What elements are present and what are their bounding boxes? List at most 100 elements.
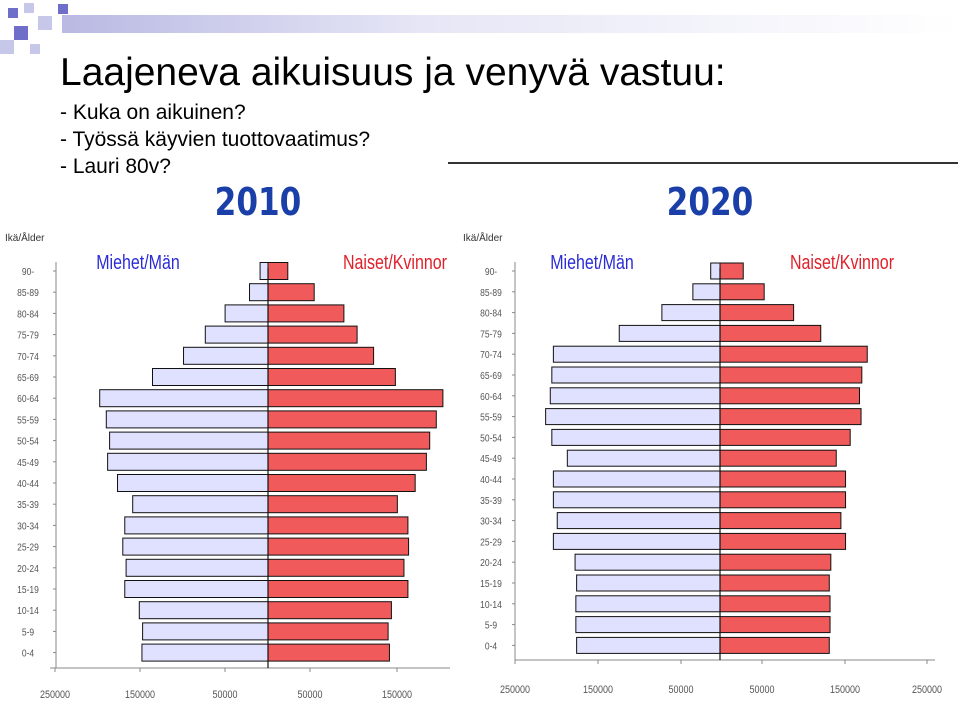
male-bar (551, 366, 721, 384)
age-axis-label: Ikä/Ålder (463, 231, 503, 244)
age-tick-label: 15-19 (480, 578, 502, 589)
age-tick-label: 40-44 (480, 474, 502, 485)
male-bar (545, 408, 721, 426)
header-rule (62, 15, 960, 33)
age-tick-label: 90- (22, 266, 34, 277)
female-bar (719, 283, 765, 301)
male-bar (122, 537, 269, 556)
corner-square (8, 8, 18, 18)
female-bar (267, 368, 396, 386)
value-tick-label: 50000 (668, 684, 693, 696)
male-series-label: Miehet/Män (96, 251, 180, 273)
male-bar (204, 325, 269, 344)
value-tick-label: 50000 (297, 689, 322, 701)
corner-square (14, 26, 28, 40)
age-tick-label: 35-39 (17, 500, 39, 511)
male-bar (575, 616, 721, 634)
female-bar (267, 495, 398, 514)
age-tick-label: 50-54 (480, 433, 502, 444)
female-bar (267, 346, 375, 365)
male-bar (107, 452, 269, 471)
female-series-label: Naiset/Kvinnor (790, 251, 894, 273)
corner-square (30, 44, 40, 54)
male-bar (552, 491, 721, 509)
female-bar (719, 470, 847, 488)
female-bar (719, 636, 830, 654)
age-tick-label: 0-4 (22, 648, 34, 659)
age-tick-label: 20-24 (17, 563, 39, 574)
age-tick-label: 85-89 (480, 287, 502, 298)
female-bar (267, 643, 390, 662)
age-tick-label: 10-14 (17, 606, 39, 617)
bullet-item: - Lauri 80v? (60, 155, 171, 178)
value-tick-label: 50000 (749, 684, 774, 696)
male-bar (249, 283, 269, 302)
female-bar (267, 325, 358, 344)
age-tick-label: 45-49 (17, 457, 39, 468)
corner-square (38, 16, 52, 30)
chart-title: 2010 (215, 181, 302, 225)
age-tick-label: 30-34 (480, 516, 502, 527)
female-bar (719, 428, 851, 446)
male-bar (99, 389, 269, 408)
slide-title: Laajeneva aikuisuus ja venyvä vastuu: (60, 51, 726, 94)
female-bar (719, 366, 863, 384)
male-bar (574, 553, 721, 571)
female-bar (719, 304, 795, 322)
age-tick-label: 80-84 (17, 309, 39, 320)
bullet-item: - Kuka on aikuinen? (60, 101, 246, 124)
female-bar (267, 516, 409, 535)
male-bar (710, 262, 721, 280)
male-bar (224, 304, 269, 323)
male-bar (132, 495, 269, 514)
male-bar (552, 470, 721, 488)
male-bar (551, 428, 721, 446)
age-tick-label: 0-4 (485, 641, 497, 652)
male-bar (576, 574, 721, 592)
bullet-item: - Työssä käyvien tuottovaatimus? (60, 128, 371, 151)
female-bar (267, 262, 289, 280)
male-bar (618, 324, 721, 342)
female-bar (719, 324, 822, 342)
female-bar (267, 558, 405, 577)
age-tick-label: 75-79 (17, 330, 39, 341)
age-tick-label: 70-74 (17, 351, 39, 362)
male-bar (259, 262, 269, 280)
female-bar (267, 304, 345, 323)
male-bar (117, 474, 269, 492)
corner-square (0, 40, 14, 54)
female-bar (719, 574, 830, 592)
age-tick-label: 80-84 (480, 308, 502, 319)
male-bar (142, 622, 269, 641)
age-tick-label: 75-79 (480, 329, 502, 340)
value-tick-label: 250000 (500, 684, 530, 696)
age-tick-label: 70-74 (480, 350, 502, 361)
male-bar (556, 512, 721, 530)
female-bar (719, 408, 862, 426)
female-series-label: Naiset/Kvinnor (343, 251, 447, 273)
female-bar (267, 283, 315, 302)
age-tick-label: 60-64 (480, 391, 502, 402)
female-bar (267, 431, 431, 450)
age-tick-label: 55-59 (17, 415, 39, 426)
female-bar (267, 389, 444, 408)
value-tick-label: 150000 (830, 684, 860, 696)
female-bar (719, 616, 831, 634)
age-tick-label: 85-89 (17, 288, 39, 299)
female-bar (719, 345, 868, 363)
female-bar (267, 474, 416, 492)
bullet-list: - Kuka on aikuinen? - Työssä käyvien tuo… (60, 99, 370, 180)
male-bar (138, 601, 269, 620)
male-series-label: Miehet/Män (550, 251, 634, 273)
age-tick-label: 65-69 (480, 370, 502, 381)
age-axis-label: Ikä/Ålder (5, 231, 45, 244)
female-bar (719, 532, 847, 550)
age-tick-label: 45-49 (480, 454, 502, 465)
female-bar (719, 553, 832, 571)
male-bar (552, 345, 721, 363)
female-bar (267, 537, 410, 556)
corner-square (24, 3, 34, 13)
female-bar (267, 452, 427, 471)
male-bar (125, 558, 269, 577)
